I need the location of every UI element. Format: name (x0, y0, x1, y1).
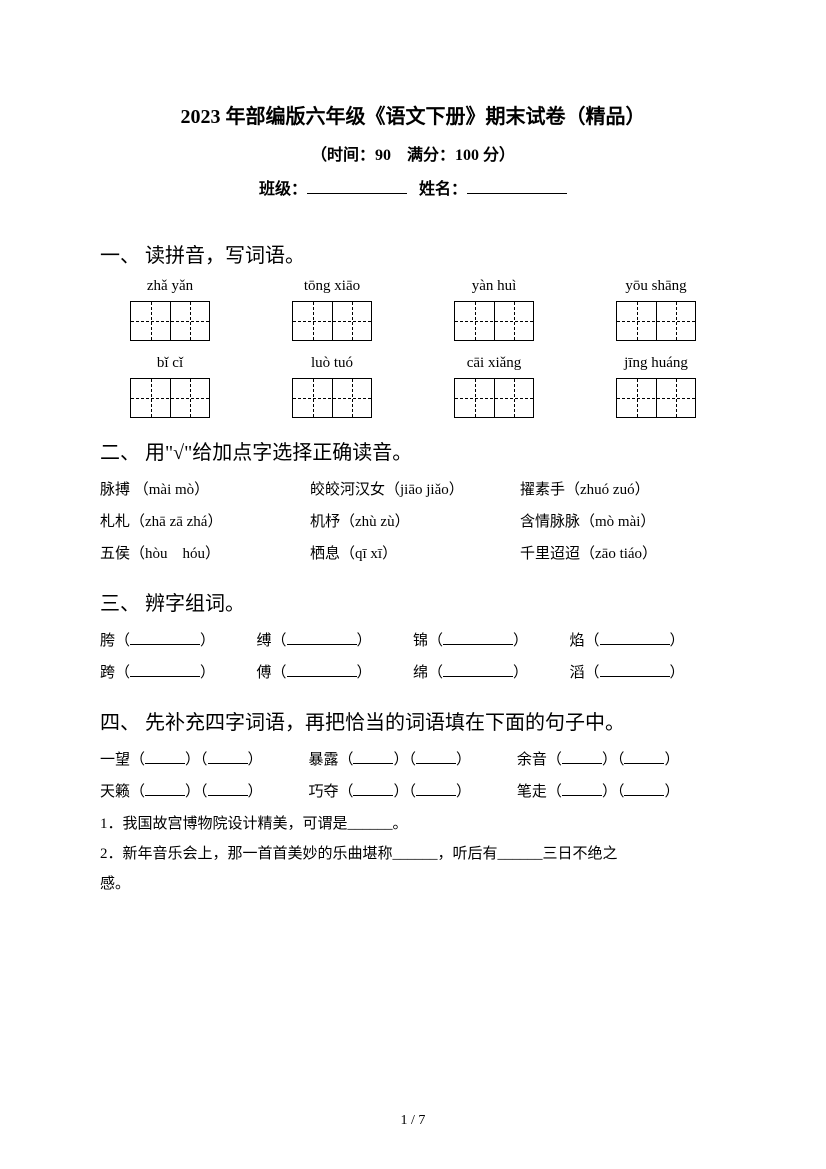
char-write-box[interactable] (292, 301, 372, 341)
q3-item: 焰（） (570, 626, 727, 656)
q2-item: 擢素手（zhuó zuó） (520, 475, 726, 505)
pinyin-label: bǐ cǐ (100, 355, 240, 372)
time-score: （时间：90 满分：100 分） (100, 141, 726, 165)
q3-body: 胯（） 缚（） 锦（） 焰（） 跨（） 傅（） 绵（） 滔（） (100, 626, 726, 688)
q2-item: 五侯（hòu hóu） (100, 539, 310, 569)
q1-box-row1 (100, 301, 726, 341)
blank[interactable] (443, 630, 513, 645)
page-number: 1 / 7 (0, 1113, 826, 1129)
q4-sentence-2b: 感。 (100, 869, 726, 899)
blank[interactable] (208, 781, 248, 796)
name-label: 姓名： (419, 181, 467, 198)
blank[interactable] (624, 781, 664, 796)
blank[interactable] (130, 662, 200, 677)
blank[interactable] (600, 662, 670, 677)
pinyin-label: zhǎ yǎn (100, 278, 240, 295)
pinyin-label: jīng huáng (586, 355, 726, 372)
blank[interactable] (287, 630, 357, 645)
char-write-box[interactable] (616, 378, 696, 418)
q2-body: 脉搏 （mài mò） 皎皎河汉女（jiāo jiǎo） 擢素手（zhuó zu… (100, 475, 726, 569)
char-write-box[interactable] (454, 378, 534, 418)
blank[interactable] (130, 630, 200, 645)
pinyin-label: yōu shāng (586, 278, 726, 295)
q2-item: 皎皎河汉女（jiāo jiǎo） (310, 475, 520, 505)
q1-title: 一、 读拼音，写词语。 (100, 239, 726, 268)
pinyin-label: tōng xiāo (262, 278, 402, 295)
class-name-line: 班级： 姓名： (100, 175, 726, 199)
blank[interactable] (562, 781, 602, 796)
q4-title: 四、 先补充四字词语，再把恰当的词语填在下面的句子中。 (100, 706, 726, 735)
pinyin-label: yàn huì (424, 278, 564, 295)
q4-item: 暴露（）（） (308, 745, 516, 775)
name-blank[interactable] (467, 178, 567, 194)
q4-item: 笔走（）（） (517, 777, 725, 807)
blank[interactable] (624, 749, 664, 764)
q2-item: 脉搏 （mài mò） (100, 475, 310, 505)
pinyin-label: luò tuó (262, 355, 402, 372)
blank[interactable] (145, 781, 185, 796)
pinyin-label: cāi xiǎng (424, 355, 564, 372)
char-write-box[interactable] (292, 378, 372, 418)
blank[interactable] (353, 781, 393, 796)
blank[interactable] (562, 749, 602, 764)
q3-item: 锦（） (413, 626, 570, 656)
q1-pinyin-row1: zhǎ yǎn tōng xiāo yàn huì yōu shāng (100, 278, 726, 295)
q4-item: 巧夺（）（） (308, 777, 516, 807)
q4-sentence-2a: 2．新年音乐会上，那一首首美妙的乐曲堪称______，听后有______三日不绝… (100, 839, 726, 869)
q2-item: 含情脉脉（mò mài） (520, 507, 726, 537)
q3-item: 胯（） (100, 626, 257, 656)
q1-pinyin-row2: bǐ cǐ luò tuó cāi xiǎng jīng huáng (100, 355, 726, 372)
q3-item: 跨（） (100, 658, 257, 688)
q4-sentence-1: 1．我国故宫博物院设计精美，可谓是______。 (100, 809, 726, 839)
class-label: 班级： (259, 181, 307, 198)
exam-title: 2023 年部编版六年级《语文下册》期末试卷（精品） (100, 100, 726, 129)
q3-item: 绵（） (413, 658, 570, 688)
q1-box-row2 (100, 378, 726, 418)
blank[interactable] (145, 749, 185, 764)
q3-item: 滔（） (570, 658, 727, 688)
q4-item: 余音（）（） (517, 745, 725, 775)
blank[interactable] (208, 749, 248, 764)
char-write-box[interactable] (130, 301, 210, 341)
blank[interactable] (600, 630, 670, 645)
char-write-box[interactable] (454, 301, 534, 341)
q4-item: 一望（）（） (100, 745, 308, 775)
q4-body: 一望（）（） 暴露（）（） 余音（）（） 天籁（）（） 巧夺（）（） 笔走（）（… (100, 745, 726, 899)
blank[interactable] (287, 662, 357, 677)
class-blank[interactable] (307, 178, 407, 194)
q3-title: 三、 辨字组词。 (100, 587, 726, 616)
blank[interactable] (353, 749, 393, 764)
char-write-box[interactable] (130, 378, 210, 418)
q2-item: 机杼（zhù zù） (310, 507, 520, 537)
q3-item: 傅（） (257, 658, 414, 688)
char-write-box[interactable] (616, 301, 696, 341)
q4-item: 天籁（）（） (100, 777, 308, 807)
q2-item: 栖息（qī xī） (310, 539, 520, 569)
blank[interactable] (416, 781, 456, 796)
blank[interactable] (443, 662, 513, 677)
blank[interactable] (416, 749, 456, 764)
q2-item: 千里迢迢（zāo tiáo） (520, 539, 726, 569)
q2-item: 札札（zhā zā zhá） (100, 507, 310, 537)
q2-title: 二、 用"√"给加点字选择正确读音。 (100, 436, 726, 465)
q3-item: 缚（） (257, 626, 414, 656)
